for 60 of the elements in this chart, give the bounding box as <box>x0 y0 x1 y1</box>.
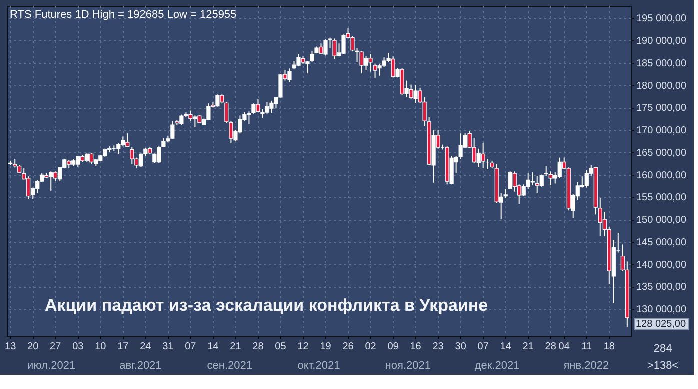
candlestick <box>544 166 548 177</box>
text: дек.2021 <box>474 360 520 372</box>
candlestick <box>540 174 544 188</box>
x-tick-label: 07 <box>185 342 197 352</box>
text: янв.2022 <box>564 360 610 372</box>
x-tick-label: 13 <box>5 342 17 352</box>
x-tick-label: 09 <box>388 342 400 352</box>
x-tick-label: 31 <box>162 342 174 352</box>
x-tick-label: 24 <box>140 342 152 352</box>
x-tick-label: 10 <box>95 342 107 352</box>
text: ноя.2021 <box>385 360 431 372</box>
text: 128 025,00 <box>636 318 686 330</box>
chart-title: RTS Futures 1D High = 192685 Low = 125955 <box>10 9 237 21</box>
y-tick-label: 190 000,00 <box>636 36 687 47</box>
y-tick-label: 130 000,00 <box>636 304 687 316</box>
candlestick <box>481 142 486 170</box>
candlestick <box>130 146 134 165</box>
y-tick-label: 135 000,00 <box>636 282 687 294</box>
candlestick <box>530 172 535 186</box>
x-tick-label: 20 <box>28 342 40 352</box>
x-tick-label: 30 <box>455 342 467 352</box>
x-tick-label: 18 <box>604 342 616 352</box>
x-tick-label: 16 <box>410 342 422 352</box>
y-tick-label: 175 000,00 <box>636 103 687 114</box>
y-tick-label: 185 000,00 <box>636 58 687 70</box>
x-tick-label: 28 <box>252 342 264 352</box>
y-tick-label: 180 000,00 <box>636 80 687 92</box>
text: авг.2021 <box>120 360 162 372</box>
y-tick-label: 195 000,00 <box>636 14 687 25</box>
text: окт.2021 <box>298 360 340 372</box>
x-tick-label: 14 <box>500 342 512 352</box>
y-tick-label: 140 000,00 <box>636 260 687 271</box>
y-tick-label: 145 000,00 <box>636 237 687 248</box>
annotation: Акции падают из-за эскалации конфликта в Украине <box>45 296 488 315</box>
candlestick <box>116 142 121 155</box>
x-tick-label: 26 <box>342 342 354 352</box>
x-tick-label: 12 <box>298 342 310 352</box>
y-tick-label: 150 000,00 <box>636 215 687 226</box>
x-tick-label: 11 <box>582 342 593 352</box>
x-tick-label: 28 <box>545 342 557 352</box>
x-tick-label: 05 <box>275 342 287 352</box>
text: июл.2021 <box>28 360 76 372</box>
x-tick-label: 03 <box>72 342 84 352</box>
x-tick-label: 04 <box>558 342 570 352</box>
x-tick-label: 21 <box>522 342 534 352</box>
x-tick-label: 14 <box>208 342 220 352</box>
x-tick-label: 17 <box>118 342 130 352</box>
y-tick-label: 160 000,00 <box>636 170 687 182</box>
text: сен.2021 <box>207 360 252 372</box>
text: 284 <box>654 343 672 355</box>
y-tick-label: 165 000,00 <box>636 148 687 159</box>
x-tick-label: 21 <box>230 342 242 352</box>
x-tick-label: 19 <box>320 342 332 352</box>
x-tick-label: 02 <box>365 342 377 352</box>
text: >138< <box>647 360 679 372</box>
y-tick-label: 170 000,00 <box>636 126 687 137</box>
x-tick-label: 07 <box>478 342 490 352</box>
x-tick-label: 27 <box>50 342 62 352</box>
x-tick-label: 23 <box>432 342 444 352</box>
y-tick-label: 155 000,00 <box>636 192 687 204</box>
